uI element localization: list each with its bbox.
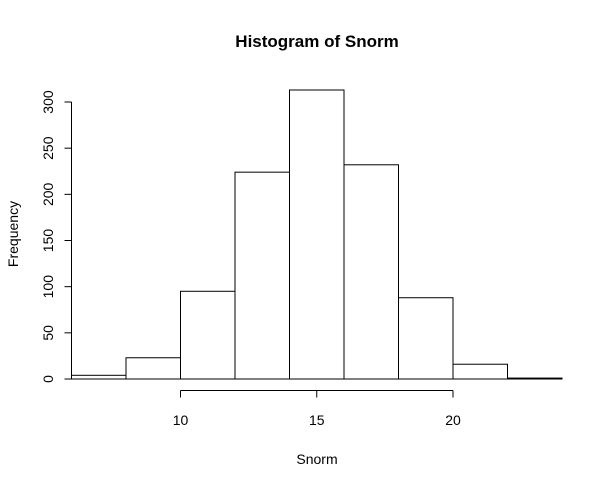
y-axis: 0 50 100 150 200 250 300 <box>40 90 72 383</box>
histogram-bar <box>452 363 508 380</box>
histogram-bar <box>289 89 345 380</box>
histogram-bar <box>398 297 454 380</box>
x-axis-label: Snorm <box>296 451 337 467</box>
histogram-bar <box>507 377 563 380</box>
x-axis: 10 15 20 <box>173 390 461 428</box>
y-tick-label: 50 <box>40 325 56 341</box>
bars-group <box>71 89 563 380</box>
histogram-bar <box>180 290 236 380</box>
chart-title: Histogram of Snorm <box>235 32 398 51</box>
y-tick-label: 250 <box>40 136 56 160</box>
y-axis-label: Frequency <box>5 201 21 267</box>
y-tick-label: 200 <box>40 182 56 206</box>
histogram-bar <box>71 374 127 380</box>
y-tick-label: 300 <box>40 90 56 114</box>
x-tick-label: 15 <box>309 412 325 428</box>
x-tick-label: 20 <box>445 412 461 428</box>
histogram-bar <box>343 164 399 380</box>
y-tick-label: 150 <box>40 229 56 253</box>
histogram-bar <box>125 357 181 380</box>
y-tick-label: 100 <box>40 275 56 299</box>
y-tick-label: 0 <box>40 375 56 383</box>
histogram-bar <box>234 171 290 380</box>
x-tick-label: 10 <box>173 412 189 428</box>
